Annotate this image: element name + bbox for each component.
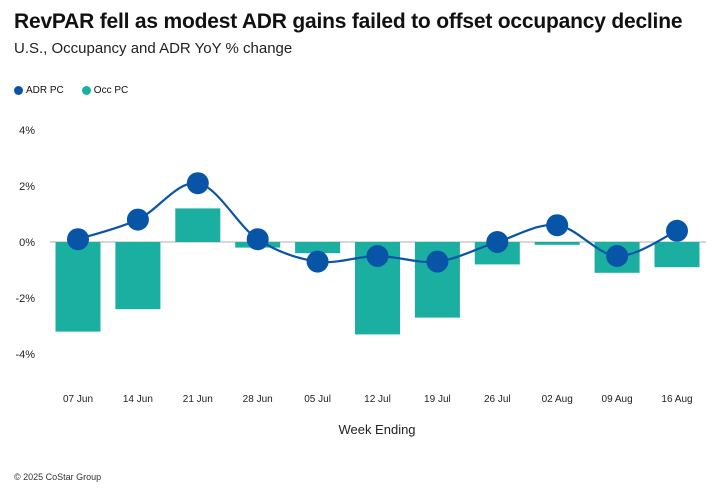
- adr-point: [186, 172, 209, 195]
- y-tick-label: 4%: [19, 125, 35, 137]
- adr-point: [546, 214, 569, 237]
- x-axis-label: Week Ending: [338, 422, 415, 437]
- adr-point: [67, 228, 89, 251]
- legend-label-occ: Occ PC: [93, 85, 129, 96]
- legend: ADR PC Occ PC: [14, 85, 128, 96]
- adr-point: [126, 208, 149, 231]
- x-tick-label: 05 Jul: [304, 394, 331, 405]
- adr-point: [426, 250, 449, 273]
- x-tick-label: 26 Jul: [484, 394, 511, 405]
- x-tick-label: 28 Jun: [243, 394, 273, 405]
- x-tick-label: 21 Jun: [183, 394, 213, 405]
- occ-bar: [175, 208, 221, 242]
- x-tick-label: 02 Aug: [542, 394, 573, 405]
- x-tick-label: 16 Aug: [661, 394, 692, 405]
- copyright: © 2025 CoStar Group: [14, 472, 102, 482]
- chart-subtitle: U.S., Occupancy and ADR YoY % change: [14, 40, 293, 57]
- x-tick-label: 14 Jun: [123, 394, 153, 405]
- adr-point: [306, 250, 329, 273]
- occ-bar: [654, 242, 700, 268]
- occ-bar: [115, 242, 161, 310]
- adr-point: [666, 219, 688, 242]
- occ-bar: [55, 242, 101, 332]
- y-tick-label: -2%: [15, 293, 35, 305]
- y-tick-label: 2%: [19, 181, 35, 193]
- legend-item-adr[interactable]: ADR PC: [14, 85, 64, 96]
- x-tick-label: 19 Jul: [424, 394, 451, 405]
- adr-point: [486, 231, 509, 253]
- legend-item-occ[interactable]: Occ PC: [81, 85, 129, 96]
- adr-point: [366, 245, 389, 267]
- x-tick-label: 07 Jun: [63, 394, 93, 405]
- adr-point: [606, 245, 629, 267]
- x-tick-label: 12 Jul: [364, 394, 391, 405]
- y-tick-label: 0%: [19, 237, 35, 249]
- legend-marker-occ: [81, 86, 91, 95]
- x-tick-label: 09 Aug: [602, 394, 633, 405]
- y-tick-label: -4%: [15, 349, 35, 361]
- occ-bar: [534, 242, 580, 245]
- adr-point: [246, 228, 269, 251]
- legend-marker-adr: [14, 86, 23, 95]
- occ-bar: [474, 242, 520, 265]
- legend-label-adr: ADR PC: [26, 85, 64, 96]
- chart-title: RevPAR fell as modest ADR gains failed t…: [14, 10, 683, 33]
- occ-bar: [295, 242, 341, 254]
